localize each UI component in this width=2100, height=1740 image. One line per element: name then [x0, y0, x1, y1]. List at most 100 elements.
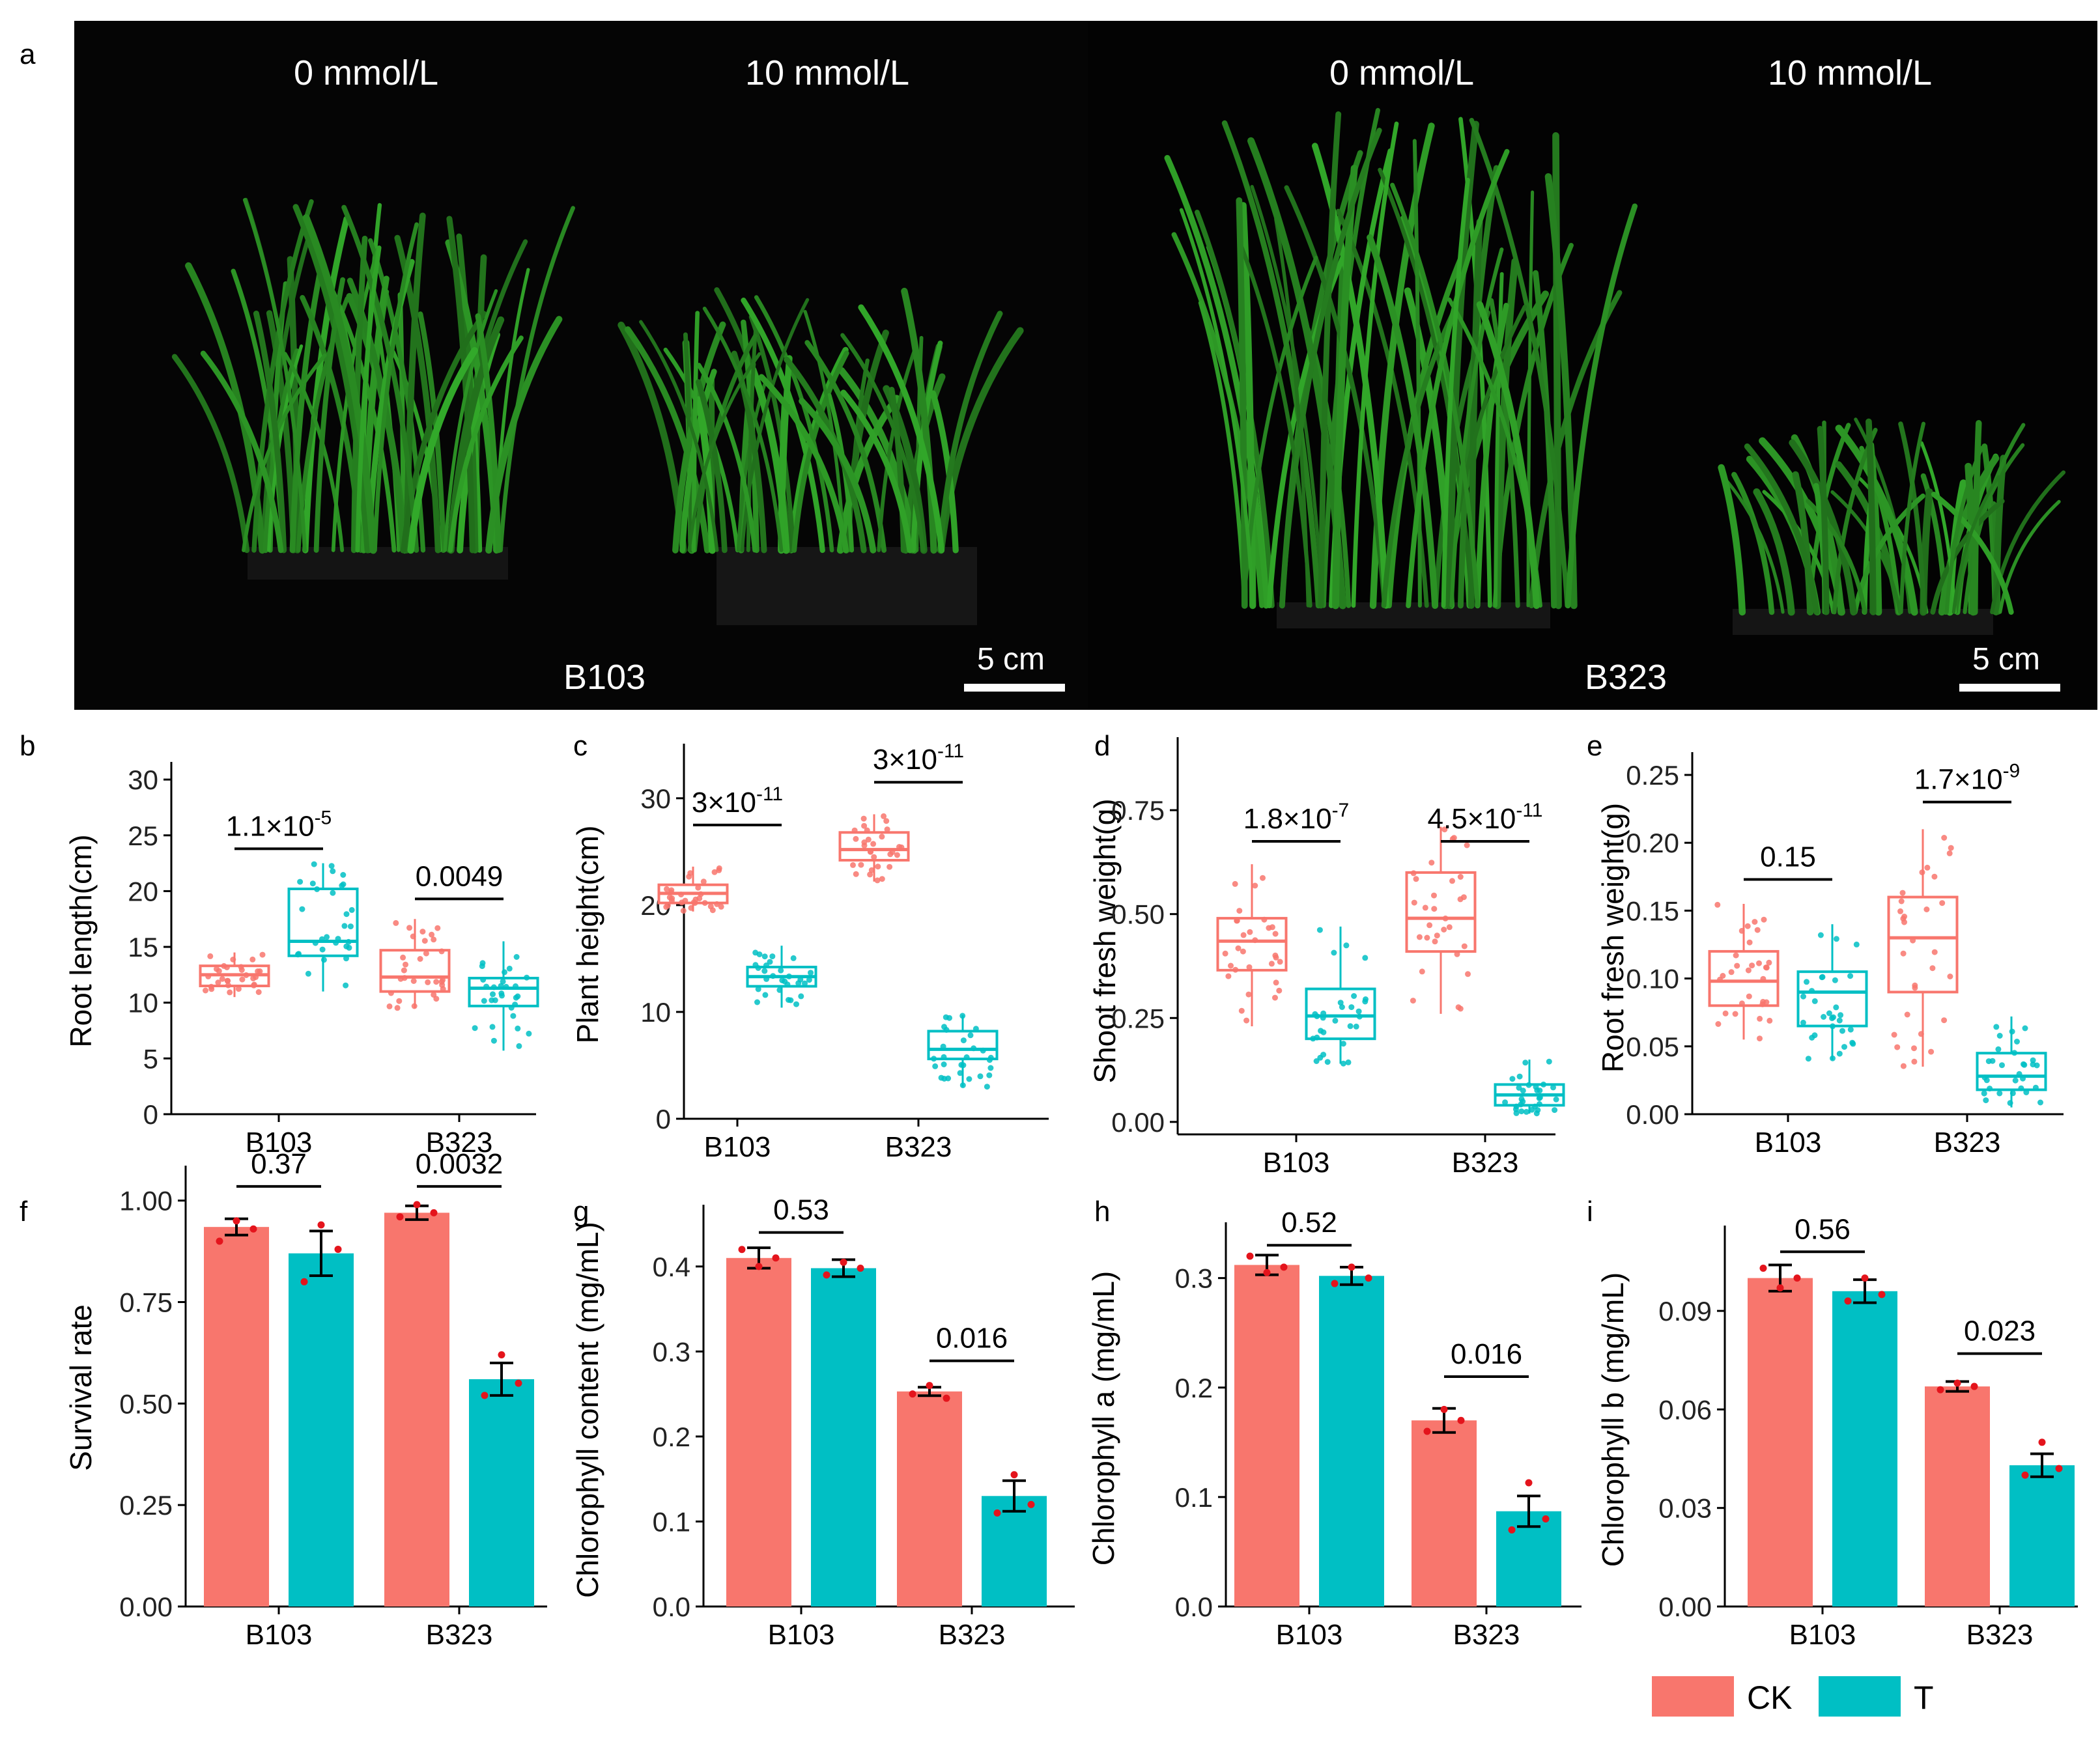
- data-point: [682, 897, 688, 904]
- plant-leaf: [1552, 132, 1562, 610]
- y-tick-label: 0: [656, 1104, 671, 1134]
- data-point: [1948, 845, 1954, 851]
- y-tick-label: 0.25: [1626, 760, 1679, 791]
- data-point: [339, 882, 345, 889]
- data-point: [1826, 1010, 1832, 1017]
- data-point: [255, 989, 262, 995]
- data-point: [512, 1002, 518, 1008]
- data-point: [490, 984, 497, 990]
- data-point: [2021, 1471, 2029, 1479]
- bar-ck-b323: [1925, 1379, 1990, 1607]
- box-ck-b103: [199, 951, 270, 998]
- data-point: [1738, 1000, 1745, 1007]
- data-point: [343, 982, 349, 989]
- data-point: [858, 862, 864, 868]
- legend-swatch-ck: [1652, 1676, 1734, 1717]
- bar-ck-b323: [1412, 1405, 1477, 1607]
- data-point: [957, 1070, 963, 1076]
- data-point: [971, 1045, 977, 1052]
- data-point: [932, 1063, 939, 1069]
- data-point: [300, 1278, 308, 1285]
- data-point: [513, 954, 520, 960]
- plant-leaf: [1899, 421, 1926, 615]
- plant-leaf: [858, 304, 945, 554]
- x-tick-label: B103: [1755, 1127, 1822, 1158]
- data-point: [215, 979, 221, 986]
- panel-a-photo: a 0 mmol/L 10 mmol/L 0 mmol/L 10 mmol/L …: [20, 21, 2097, 710]
- data-point: [297, 878, 304, 885]
- data-point: [1995, 1046, 2002, 1052]
- data-point: [2038, 1438, 2046, 1446]
- data-point: [986, 1057, 993, 1063]
- data-point: [433, 979, 440, 985]
- y-tick-label: 25: [128, 821, 158, 851]
- p-value-base: 0.0032: [416, 1148, 504, 1180]
- data-point: [1411, 899, 1417, 906]
- data-point: [1273, 979, 1279, 986]
- data-point: [806, 977, 812, 983]
- data-point: [406, 925, 412, 931]
- data-point: [1744, 923, 1751, 929]
- data-point: [411, 1003, 418, 1009]
- y-tick-label: 0.2: [1175, 1373, 1213, 1403]
- plant-leaf: [901, 287, 937, 554]
- data-point: [1243, 1017, 1250, 1024]
- data-point: [959, 1013, 966, 1019]
- data-point: [259, 951, 266, 958]
- plant-leaf: [804, 340, 887, 553]
- data-point: [883, 818, 890, 824]
- data-point: [755, 965, 761, 971]
- x-tick-label: B323: [1452, 1147, 1519, 1179]
- data-point: [802, 980, 808, 987]
- p-value-b323: 4.5×10-11: [1428, 800, 1542, 843]
- data-point: [1529, 1106, 1535, 1113]
- p-value-b323: 0.0032: [416, 1148, 504, 1188]
- data-point: [1247, 929, 1253, 935]
- plant-leaf: [1279, 128, 1382, 609]
- box-t-b103: [1796, 924, 1868, 1062]
- data-point: [498, 983, 504, 989]
- data-point: [1518, 1108, 1525, 1115]
- plant-leaf: [443, 289, 498, 552]
- data-point: [894, 852, 900, 858]
- scale-bar-b323: [1959, 684, 2060, 692]
- plant-leaf: [403, 212, 426, 554]
- data-point: [1911, 1045, 1917, 1052]
- data-point: [481, 1392, 489, 1399]
- data-point: [309, 880, 316, 887]
- data-point: [235, 986, 242, 992]
- plant-leaf: [748, 315, 796, 553]
- bar: [726, 1257, 791, 1607]
- data-point: [688, 905, 694, 911]
- data-point: [417, 956, 423, 962]
- box-iqr: [1216, 917, 1288, 972]
- plant-leaf: [1164, 155, 1270, 609]
- plant-leaf: [1718, 464, 1746, 616]
- data-point: [203, 987, 208, 994]
- data-point: [335, 936, 341, 942]
- data-point: [1970, 1382, 1978, 1390]
- data-point: [2018, 1085, 2024, 1091]
- x-tick-label: B103: [1263, 1147, 1330, 1179]
- data-point: [714, 901, 720, 907]
- data-point: [1844, 1297, 1852, 1305]
- data-point: [755, 1263, 763, 1270]
- bar-t-b103: [1832, 1274, 1897, 1607]
- data-point: [311, 861, 317, 867]
- data-point: [1738, 927, 1745, 934]
- p-value-label: 1.7×10-9: [1914, 761, 2021, 796]
- plant-leaf: [1236, 197, 1248, 609]
- data-point: [340, 872, 347, 878]
- data-point: [881, 813, 887, 819]
- x-tick-label: B323: [426, 1619, 493, 1651]
- data-point: [2020, 1075, 2026, 1082]
- data-point: [1313, 1058, 1320, 1064]
- y-tick-label: 0.00: [119, 1592, 173, 1622]
- data-point: [526, 1030, 532, 1037]
- p-value-label: 0.0032: [416, 1148, 504, 1180]
- data-point: [1919, 869, 1925, 876]
- data-point: [472, 1025, 478, 1031]
- legend-swatch-t: [1819, 1676, 1901, 1717]
- plant-leaf: [1476, 301, 1540, 610]
- data-point: [860, 815, 867, 822]
